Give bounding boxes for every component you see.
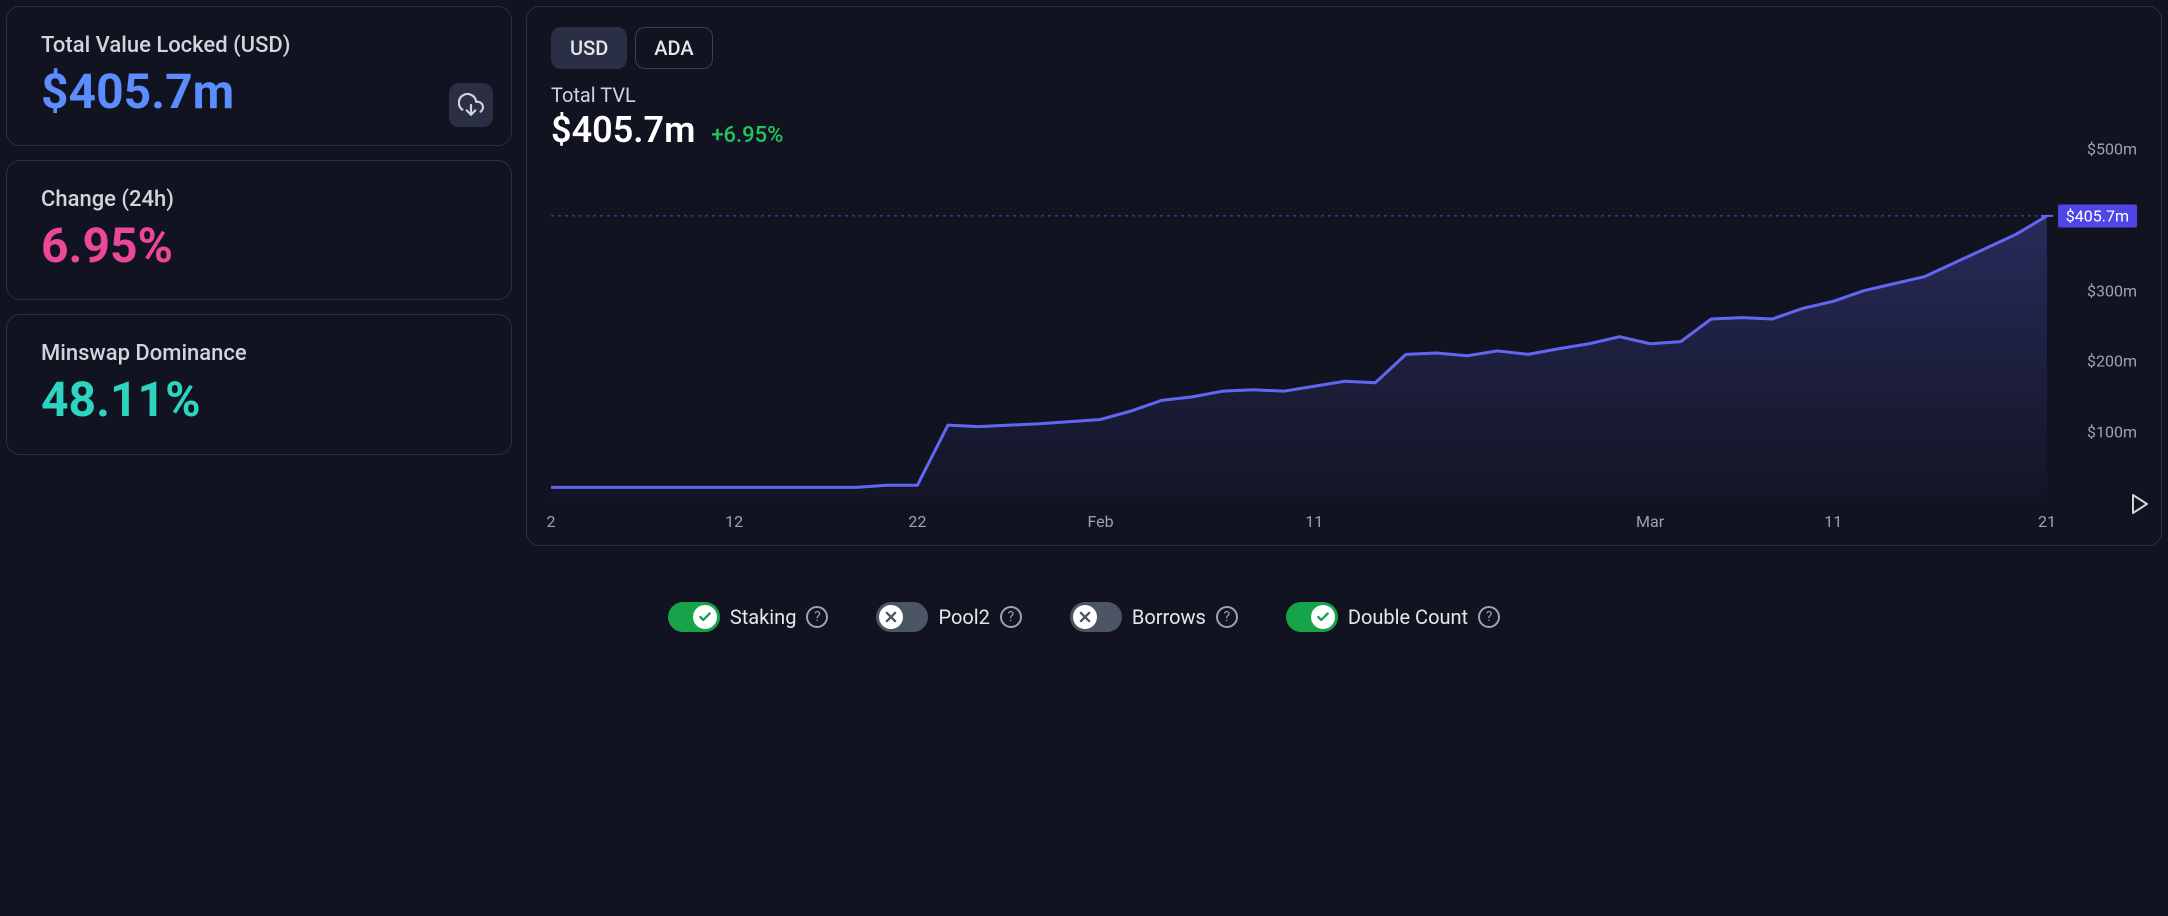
- tvl-value: $405.7m: [41, 64, 477, 119]
- help-icon[interactable]: ?: [1216, 606, 1238, 628]
- y-axis-tick: $200m: [2087, 352, 2137, 371]
- change-value: 6.95%: [41, 218, 477, 273]
- toggle-group-double-count: Double Count?: [1286, 602, 1500, 632]
- x-axis-tick: 11: [1305, 512, 1323, 531]
- change-label: Change (24h): [41, 187, 477, 212]
- chart-area: $100m$200m$300m$500m$405.7m21222Feb11Mar…: [551, 125, 2137, 531]
- x-axis-tick: 21: [2038, 512, 2056, 531]
- toggle-label: Double Count: [1348, 605, 1468, 629]
- currency-tab-ada[interactable]: ADA: [635, 27, 712, 69]
- x-axis-tick: 11: [1824, 512, 1842, 531]
- toggle-label: Borrows: [1132, 605, 1206, 629]
- toggle-double-count[interactable]: [1286, 602, 1338, 632]
- help-icon[interactable]: ?: [806, 606, 828, 628]
- play-button[interactable]: [2131, 493, 2149, 519]
- toggle-borrows[interactable]: [1070, 602, 1122, 632]
- toggle-group-pool2: Pool2?: [876, 602, 1021, 632]
- tvl-label: Total Value Locked (USD): [41, 33, 477, 58]
- y-axis-tick: $300m: [2087, 281, 2137, 300]
- toggle-group-borrows: Borrows?: [1070, 602, 1238, 632]
- play-icon: [2131, 493, 2149, 515]
- x-axis-tick: 12: [725, 512, 743, 531]
- toggles-row: Staking?Pool2?Borrows?Double Count?: [6, 602, 2162, 632]
- help-icon[interactable]: ?: [1000, 606, 1022, 628]
- download-cloud-icon: [458, 92, 484, 118]
- current-value-badge: $405.7m: [2058, 204, 2137, 227]
- toggle-label: Pool2: [938, 605, 989, 629]
- check-icon: [693, 605, 717, 629]
- x-axis-tick: 22: [908, 512, 926, 531]
- toggle-label: Staking: [730, 605, 797, 629]
- toggle-group-staking: Staking?: [668, 602, 829, 632]
- x-icon: [879, 605, 903, 629]
- dominance-card: Minswap Dominance 48.11%: [6, 314, 512, 454]
- tvl-chart-svg: [551, 125, 2137, 531]
- toggle-pool2[interactable]: [876, 602, 928, 632]
- dominance-value: 48.11%: [41, 372, 477, 427]
- download-button[interactable]: [449, 83, 493, 127]
- tvl-card: Total Value Locked (USD) $405.7m: [6, 6, 512, 146]
- chart-panel: USDADA Total TVL $405.7m +6.95% $100m$20…: [526, 6, 2162, 546]
- change-card: Change (24h) 6.95%: [6, 160, 512, 300]
- toggle-staking[interactable]: [668, 602, 720, 632]
- y-axis-tick: $500m: [2087, 140, 2137, 159]
- y-axis-tick: $100m: [2087, 423, 2137, 442]
- stats-column: Total Value Locked (USD) $405.7m Change …: [6, 6, 512, 546]
- chart-title-label: Total TVL: [551, 83, 2137, 107]
- check-icon: [1311, 605, 1335, 629]
- x-axis-tick: 2: [547, 512, 556, 531]
- dominance-label: Minswap Dominance: [41, 341, 477, 366]
- dashboard-layout: Total Value Locked (USD) $405.7m Change …: [6, 6, 2162, 546]
- currency-tab-usd[interactable]: USD: [551, 27, 627, 69]
- x-axis-tick: Mar: [1636, 512, 1664, 531]
- x-axis-tick: Feb: [1087, 512, 1113, 531]
- x-icon: [1073, 605, 1097, 629]
- help-icon[interactable]: ?: [1478, 606, 1500, 628]
- currency-tabs: USDADA: [551, 27, 2137, 69]
